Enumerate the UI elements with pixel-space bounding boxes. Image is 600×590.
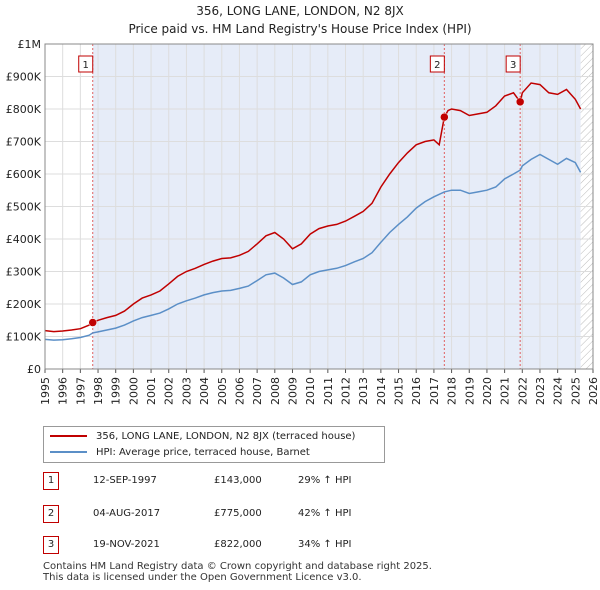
y-tick-label: £200K [6,298,42,311]
y-tick-label: £500K [6,201,42,214]
legend-entry-property: 356, LONG LANE, LONDON, N2 8JX (terraced… [50,430,355,444]
footer-line-1: Contains HM Land Registry data © Crown c… [43,561,432,572]
x-tick-label: 2004 [198,377,211,405]
sale-badge-1: 1 [43,472,59,490]
legend-label-hpi: HPI: Average price, terraced house, Barn… [96,447,310,458]
sale-hpi-3: 34% ↑ HPI [298,539,352,550]
sale-hpi-2: 42% ↑ HPI [298,508,352,519]
legend-entry-hpi: HPI: Average price, terraced house, Barn… [50,446,310,460]
sale-point-1 [88,318,97,327]
sale-price-2: £775,000 [214,508,262,519]
plot-frame [44,43,594,370]
x-tick-label: 1997 [74,377,87,405]
hpi-line [44,153,582,341]
x-tick-label: 2020 [481,377,494,405]
x-tick-label: 2015 [393,377,406,405]
chart-legend: 356, LONG LANE, LONDON, N2 8JX (terraced… [43,426,385,463]
x-tick-label: 2023 [534,377,547,405]
y-tick-label: £900K [6,71,42,84]
x-tick-label: 2001 [145,377,158,405]
sale-point-3 [515,97,525,107]
footer: Contains HM Land Registry data © Crown c… [43,561,432,583]
legend-swatch-property [50,435,87,437]
x-tick-label: 2017 [428,377,441,405]
x-tick-label: 2008 [269,377,282,405]
x-tick-label: 2007 [251,377,264,405]
x-tick-label: 1998 [92,377,105,405]
y-tick-label: £700K [6,136,42,149]
sale-badge-2: 2 [43,505,59,523]
chart-subtitle: Price paid vs. HM Land Registry's House … [128,22,472,36]
x-tick-label: 2002 [163,377,176,405]
sale-row-3: 3 19-NOV-2021 £822,000 34% ↑ HPI [43,536,443,556]
legend-label-property: 356, LONG LANE, LONDON, N2 8JX (terraced… [96,431,356,442]
y-tick-label: £100K [6,331,42,344]
sale-price-3: £822,000 [214,539,262,550]
sale-label-1: 1 [83,60,89,71]
x-tick-label: 2018 [446,377,459,405]
x-tick-label: 2025 [569,377,582,405]
sale-price-1: £143,000 [214,475,262,486]
x-tick-label: 2016 [410,377,423,405]
x-tick-label: 1999 [110,377,123,405]
x-tick-label: 2009 [286,377,299,405]
property-price-line [44,82,582,333]
x-tick-label: 2011 [322,377,335,405]
sale-hpi-1: 29% ↑ HPI [298,475,352,486]
x-tick-label: 2006 [233,377,246,405]
x-tick-label: 2022 [516,377,529,405]
x-tick-label: 2013 [357,377,370,405]
y-tick-label: £800K [6,103,42,116]
x-tick-label: 2010 [304,377,317,405]
sale-label-2: 2 [434,60,440,71]
y-tick-label: £1M [18,38,42,51]
chart-title: 356, LONG LANE, LONDON, N2 8JX [196,4,404,18]
sale-label-box-2 [429,55,445,73]
y-tick-label: £400K [6,233,42,246]
sale-label-box-1 [78,55,94,73]
chart-area: £0 £100K £200K £300K £400K £500K £600K £700K £80… [6,38,600,405]
y-tick-label: £0 [27,363,41,376]
x-tick-label: 2003 [180,377,193,405]
sale-label-box-3 [505,55,521,73]
x-tick-label: 1995 [39,377,52,405]
legend-swatch-hpi [50,451,87,453]
sale-date-1: 12-SEP-1997 [93,475,157,486]
x-tick-label: 1996 [57,377,70,405]
y-tick-label: £600K [6,168,42,181]
x-tick-label: 2019 [463,377,476,405]
sale-date-3: 19-NOV-2021 [93,539,160,550]
x-tick-label: 2012 [340,377,353,405]
footer-line-2: This data is licensed under the Open Gov… [43,572,362,583]
x-tick-label: 2026 [587,377,600,405]
y-tick-label: £300K [6,266,42,279]
x-tick-label: 2005 [216,377,229,405]
sale-date-2: 04-AUG-2017 [93,508,161,519]
x-tick-label: 2024 [552,377,565,405]
sale-row-1: 1 12-SEP-1997 £143,000 29% ↑ HPI [43,472,443,492]
x-tick-label: 2021 [499,377,512,405]
sale-row-2: 2 04-AUG-2017 £775,000 42% ↑ HPI [43,505,443,525]
sale-label-3: 3 [510,60,516,71]
x-tick-label: 2000 [127,377,140,405]
x-tick-label: 2014 [375,377,388,405]
sale-point-2 [440,112,449,122]
sale-badge-3: 3 [43,536,59,554]
